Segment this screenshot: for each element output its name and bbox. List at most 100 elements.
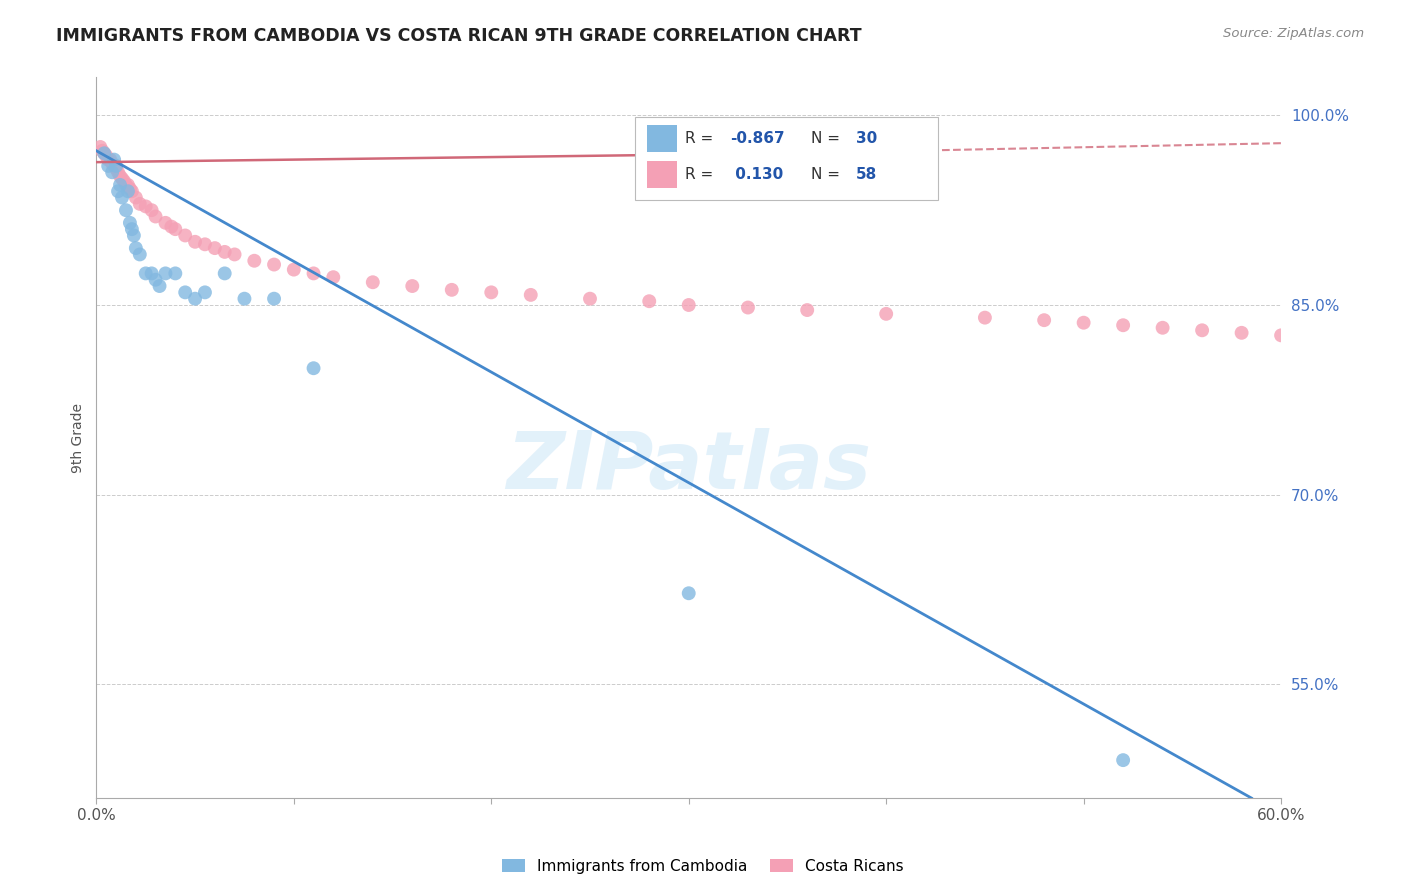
Point: [96, 149, 118, 163]
Bar: [647, 125, 676, 153]
Point: [263, 292, 285, 306]
Point: [1270, 328, 1292, 343]
Point: [112, 174, 135, 188]
Point: [145, 210, 167, 224]
Point: [117, 184, 139, 198]
Point: [105, 161, 128, 176]
Point: [118, 182, 141, 196]
Bar: [647, 161, 676, 188]
Text: N =: N =: [811, 131, 845, 146]
Point: [101, 156, 124, 170]
Point: [224, 247, 246, 261]
Point: [141, 203, 163, 218]
Point: [263, 258, 285, 272]
Point: [737, 301, 759, 315]
Point: [108, 169, 131, 183]
Point: [111, 171, 134, 186]
Point: [401, 279, 423, 293]
Point: [155, 216, 177, 230]
Point: [174, 228, 197, 243]
Point: [322, 270, 344, 285]
Point: [1073, 316, 1095, 330]
Point: [479, 285, 502, 300]
Point: [115, 178, 138, 192]
Point: [194, 237, 217, 252]
Point: [579, 292, 602, 306]
Text: 0.130: 0.130: [730, 167, 783, 182]
Point: [1191, 323, 1213, 337]
Point: [302, 267, 325, 281]
Point: [214, 267, 236, 281]
Point: [174, 285, 197, 300]
Point: [519, 288, 541, 302]
Text: -0.867: -0.867: [730, 131, 785, 146]
Point: [875, 307, 897, 321]
Point: [98, 153, 121, 167]
Point: [165, 267, 187, 281]
Point: [91, 144, 114, 158]
Point: [283, 262, 305, 277]
Point: [1348, 334, 1371, 348]
Point: [1309, 331, 1331, 345]
Text: 30: 30: [856, 131, 877, 146]
Point: [125, 190, 148, 204]
Point: [233, 292, 256, 306]
Point: [101, 165, 124, 179]
Point: [135, 267, 157, 281]
Point: [117, 178, 139, 192]
Point: [141, 267, 163, 281]
Bar: [636, 117, 938, 200]
Text: N =: N =: [811, 167, 845, 182]
Point: [1388, 335, 1406, 350]
Point: [103, 153, 125, 167]
Point: [165, 222, 187, 236]
Point: [1033, 313, 1056, 327]
Point: [108, 178, 131, 192]
Point: [97, 159, 120, 173]
Text: R =: R =: [685, 167, 718, 182]
Text: IMMIGRANTS FROM CAMBODIA VS COSTA RICAN 9TH GRADE CORRELATION CHART: IMMIGRANTS FROM CAMBODIA VS COSTA RICAN …: [56, 27, 862, 45]
Point: [974, 310, 997, 325]
Point: [135, 199, 157, 213]
Point: [302, 361, 325, 376]
Point: [678, 298, 700, 312]
Point: [115, 203, 138, 218]
Point: [194, 285, 217, 300]
Point: [796, 303, 818, 318]
Point: [118, 216, 141, 230]
Y-axis label: 9th Grade: 9th Grade: [72, 403, 86, 473]
Point: [125, 241, 148, 255]
Point: [155, 267, 177, 281]
Point: [148, 279, 170, 293]
Text: R =: R =: [685, 131, 718, 146]
Point: [128, 197, 150, 211]
Legend: Immigrants from Cambodia, Costa Ricans: Immigrants from Cambodia, Costa Ricans: [496, 853, 910, 880]
Point: [1112, 753, 1135, 767]
Point: [361, 275, 384, 289]
Point: [97, 153, 120, 167]
Point: [103, 159, 125, 173]
Point: [121, 184, 143, 198]
Point: [111, 190, 134, 204]
Point: [128, 247, 150, 261]
Point: [145, 273, 167, 287]
Text: ZIPatlas: ZIPatlas: [506, 427, 872, 506]
Point: [93, 146, 115, 161]
Point: [184, 235, 207, 249]
Point: [214, 244, 236, 259]
Point: [440, 283, 463, 297]
Point: [1112, 318, 1135, 333]
Point: [107, 165, 129, 179]
Point: [122, 228, 145, 243]
Point: [243, 253, 266, 268]
Point: [107, 184, 129, 198]
Text: 58: 58: [856, 167, 877, 182]
Point: [93, 146, 115, 161]
Point: [204, 241, 226, 255]
Point: [89, 140, 111, 154]
Point: [678, 586, 700, 600]
Point: [184, 292, 207, 306]
Point: [105, 159, 128, 173]
Point: [121, 222, 143, 236]
Point: [1230, 326, 1253, 340]
